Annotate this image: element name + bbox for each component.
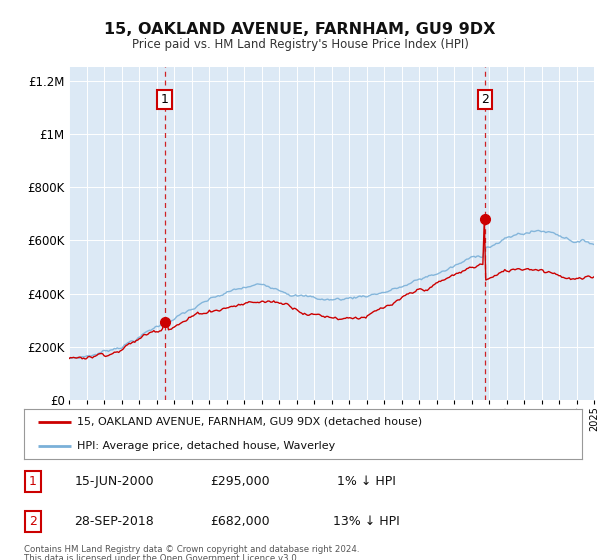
Text: Contains HM Land Registry data © Crown copyright and database right 2024.: Contains HM Land Registry data © Crown c… — [24, 545, 359, 554]
Text: 1% ↓ HPI: 1% ↓ HPI — [337, 475, 395, 488]
Text: 28-SEP-2018: 28-SEP-2018 — [74, 515, 154, 528]
Text: 2: 2 — [481, 93, 488, 106]
Text: 2: 2 — [29, 515, 37, 528]
Text: £295,000: £295,000 — [210, 475, 270, 488]
Text: 15, OAKLAND AVENUE, FARNHAM, GU9 9DX: 15, OAKLAND AVENUE, FARNHAM, GU9 9DX — [104, 22, 496, 38]
Text: This data is licensed under the Open Government Licence v3.0.: This data is licensed under the Open Gov… — [24, 554, 299, 560]
Text: 1: 1 — [161, 93, 169, 106]
Text: Price paid vs. HM Land Registry's House Price Index (HPI): Price paid vs. HM Land Registry's House … — [131, 38, 469, 50]
Text: £682,000: £682,000 — [210, 515, 270, 528]
Text: 1: 1 — [29, 475, 37, 488]
Text: 15-JUN-2000: 15-JUN-2000 — [74, 475, 154, 488]
Text: 15, OAKLAND AVENUE, FARNHAM, GU9 9DX (detached house): 15, OAKLAND AVENUE, FARNHAM, GU9 9DX (de… — [77, 417, 422, 427]
Text: 13% ↓ HPI: 13% ↓ HPI — [332, 515, 400, 528]
Text: HPI: Average price, detached house, Waverley: HPI: Average price, detached house, Wave… — [77, 441, 335, 451]
